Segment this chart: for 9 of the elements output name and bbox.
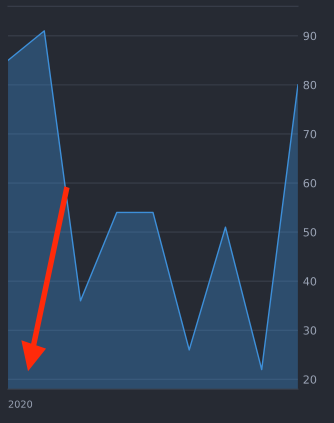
- y-tick-label: 80: [304, 80, 316, 90]
- y-tick-label: 50: [304, 228, 316, 236]
- y-tick-label: 60: [304, 179, 316, 188]
- y-tick-label: 30: [304, 326, 316, 335]
- y-tick-label: 70: [304, 130, 316, 138]
- x-tick-label: 2020: [8, 400, 32, 408]
- y-tick-label: 20: [304, 375, 316, 384]
- y-tick-label: 40: [303, 277, 316, 286]
- y-tick-label: 90: [303, 32, 316, 40]
